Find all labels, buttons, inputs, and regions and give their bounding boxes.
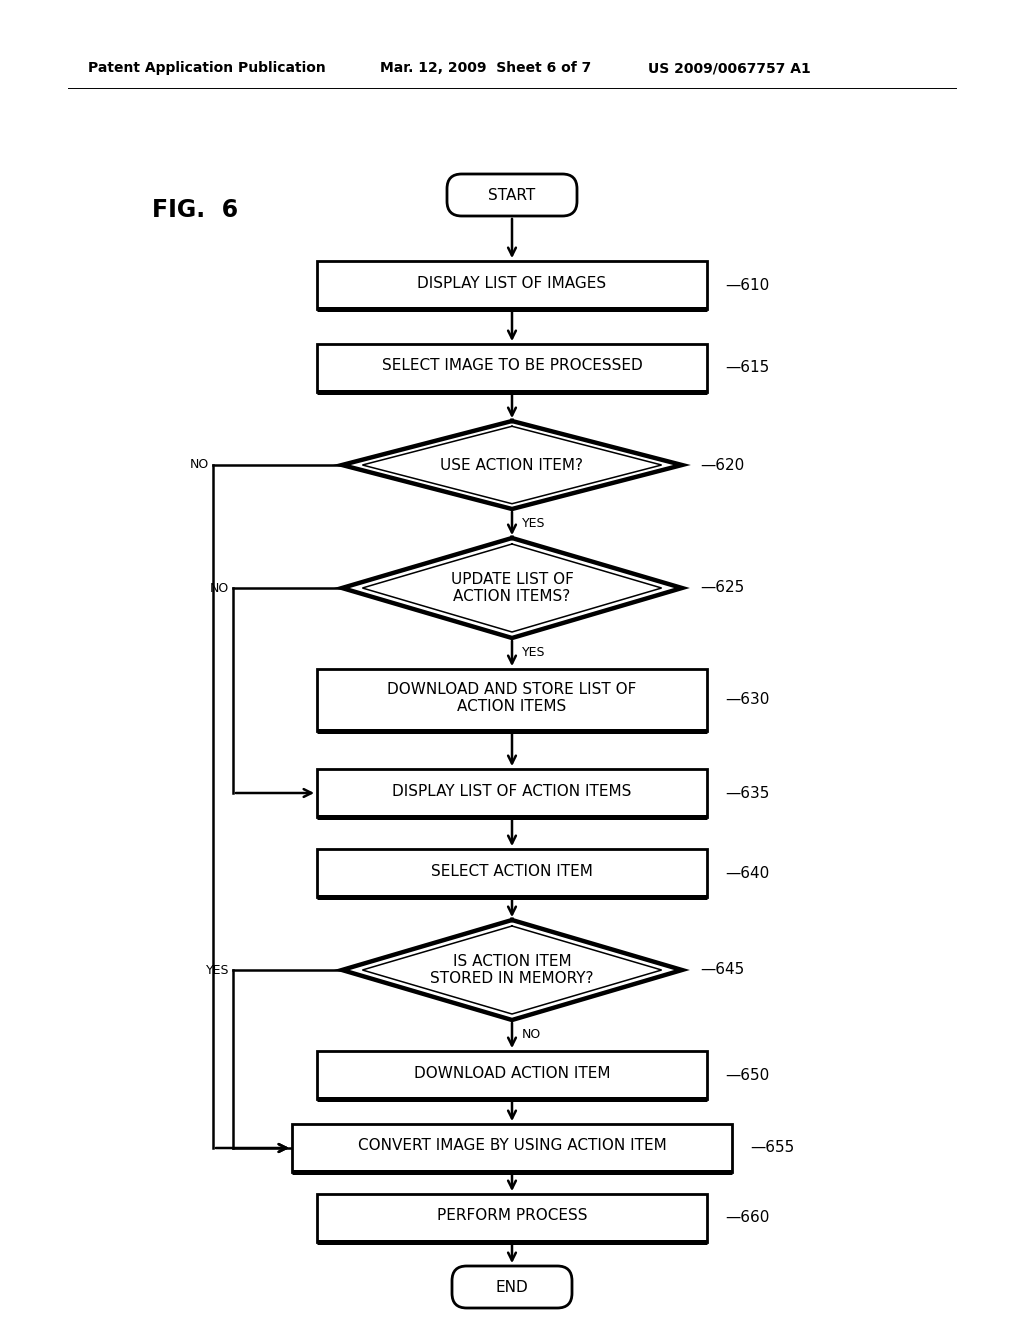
Text: START: START	[488, 187, 536, 202]
Text: DISPLAY LIST OF IMAGES: DISPLAY LIST OF IMAGES	[418, 276, 606, 290]
Bar	[317, 849, 707, 898]
Text: END: END	[496, 1279, 528, 1295]
Text: —620: —620	[700, 458, 744, 473]
Bar	[317, 770, 707, 817]
Text: NO: NO	[522, 1028, 542, 1041]
Text: DISPLAY LIST OF ACTION ITEMS: DISPLAY LIST OF ACTION ITEMS	[392, 784, 632, 799]
Text: —640: —640	[725, 866, 769, 880]
Text: DOWNLOAD ACTION ITEM: DOWNLOAD ACTION ITEM	[414, 1065, 610, 1081]
Text: —660: —660	[725, 1210, 769, 1225]
FancyBboxPatch shape	[452, 1266, 572, 1308]
Text: FIG.  6: FIG. 6	[152, 198, 239, 222]
FancyBboxPatch shape	[447, 174, 577, 216]
Bar	[317, 261, 707, 309]
Text: USE ACTION ITEM?: USE ACTION ITEM?	[440, 458, 584, 473]
Bar	[292, 1125, 732, 1172]
Text: SELECT IMAGE TO BE PROCESSED: SELECT IMAGE TO BE PROCESSED	[382, 359, 642, 374]
Text: Mar. 12, 2009  Sheet 6 of 7: Mar. 12, 2009 Sheet 6 of 7	[380, 61, 591, 75]
Bar	[317, 1195, 707, 1242]
Bar	[317, 669, 707, 731]
Bar	[317, 1051, 707, 1100]
Text: —650: —650	[725, 1068, 769, 1082]
Text: CONVERT IMAGE BY USING ACTION ITEM: CONVERT IMAGE BY USING ACTION ITEM	[357, 1138, 667, 1154]
Text: NO: NO	[189, 458, 209, 471]
Text: DOWNLOAD AND STORE LIST OF
ACTION ITEMS: DOWNLOAD AND STORE LIST OF ACTION ITEMS	[387, 682, 637, 714]
Text: YES: YES	[522, 645, 546, 659]
Text: UPDATE LIST OF
ACTION ITEMS?: UPDATE LIST OF ACTION ITEMS?	[451, 572, 573, 605]
Text: YES: YES	[522, 517, 546, 531]
Text: —615: —615	[725, 360, 769, 375]
Text: US 2009/0067757 A1: US 2009/0067757 A1	[648, 61, 811, 75]
Text: —625: —625	[700, 581, 744, 595]
Text: —635: —635	[725, 785, 769, 800]
Text: —645: —645	[700, 962, 744, 978]
Text: —655: —655	[750, 1140, 795, 1155]
Text: NO: NO	[210, 582, 229, 594]
Text: IS ACTION ITEM
STORED IN MEMORY?: IS ACTION ITEM STORED IN MEMORY?	[430, 954, 594, 986]
Text: PERFORM PROCESS: PERFORM PROCESS	[437, 1209, 587, 1224]
Text: Patent Application Publication: Patent Application Publication	[88, 61, 326, 75]
Text: —610: —610	[725, 277, 769, 293]
Bar	[317, 345, 707, 392]
Text: —630: —630	[725, 693, 769, 708]
Text: SELECT ACTION ITEM: SELECT ACTION ITEM	[431, 863, 593, 879]
Text: YES: YES	[206, 964, 229, 977]
